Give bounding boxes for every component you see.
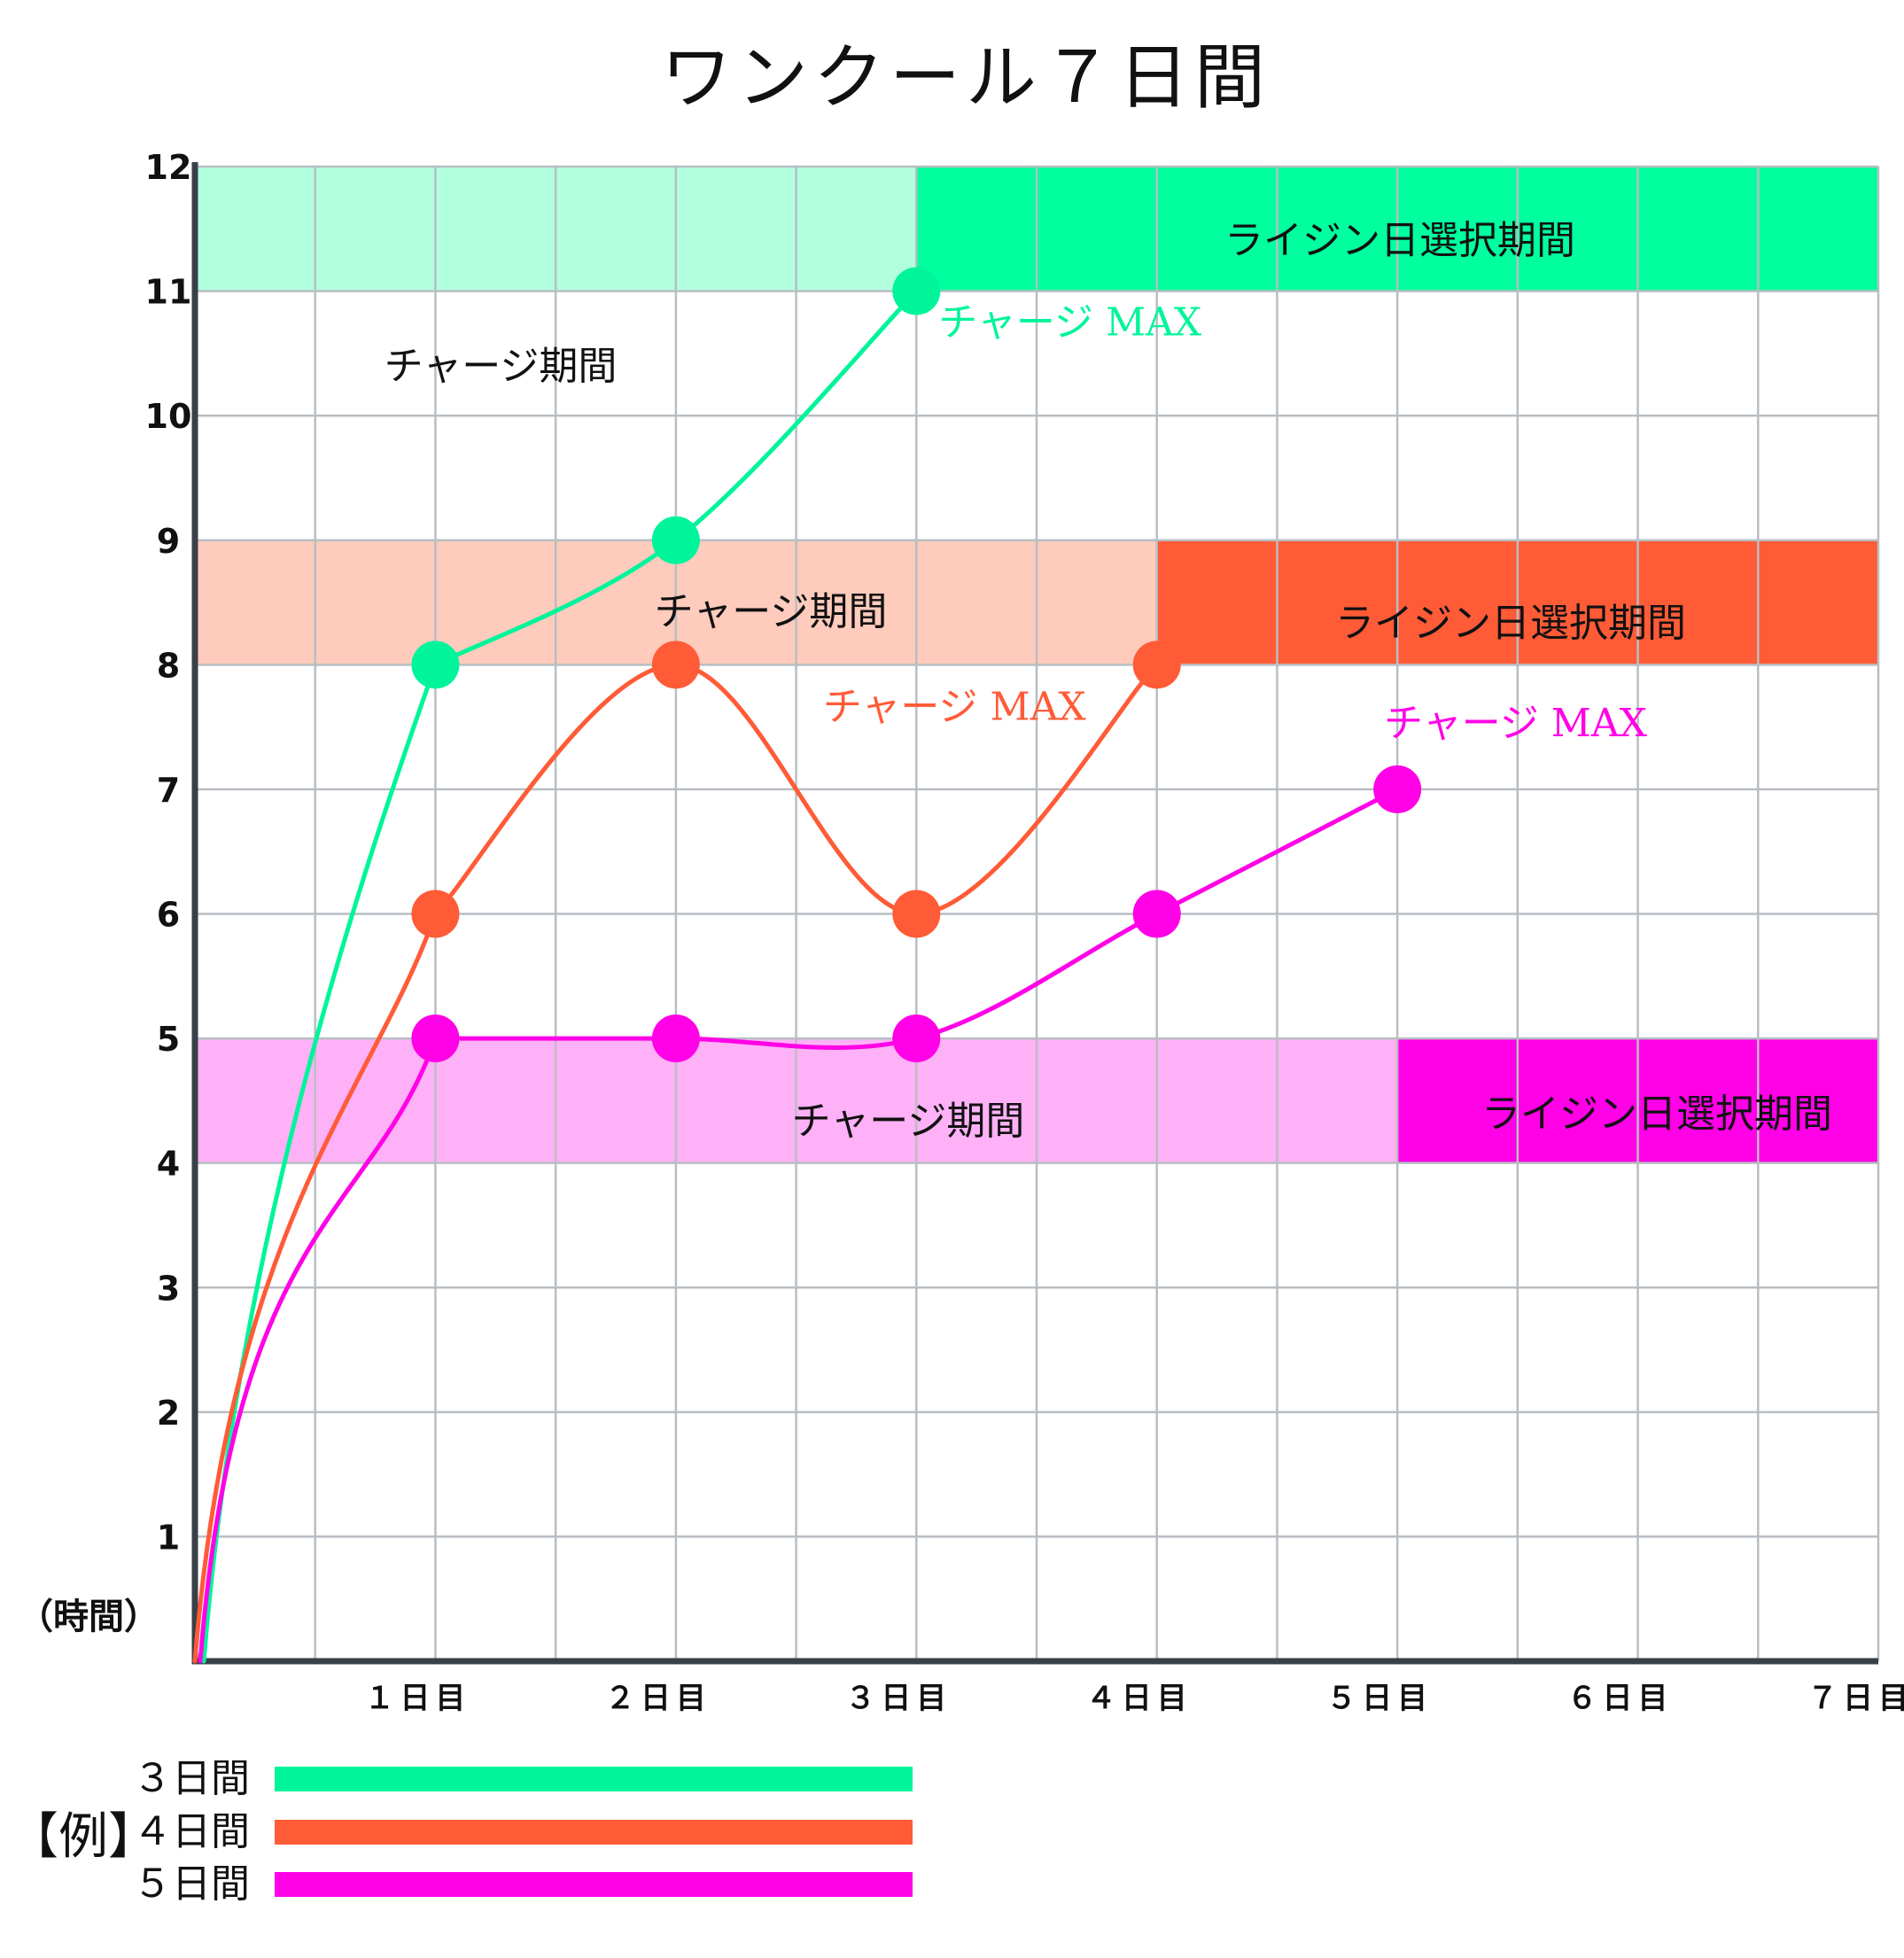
series-point [411,1014,460,1063]
series-line [432,662,1160,916]
legend-entry-label: ３日間 [133,1756,250,1801]
series-point [651,641,700,689]
charge-max-label: チャージ MAX [1384,701,1647,746]
grid-layer [195,165,1880,1661]
y-tick-label: 1 [157,1518,180,1557]
y-tick-label: 10 [145,397,192,436]
rising-period-label: ライジン日選択期間 [1335,601,1686,646]
legend-swatch [275,1820,913,1845]
y-tick-label: 7 [157,771,180,810]
series-point [651,1014,700,1063]
x-tick-label: ６日目 [1567,1681,1674,1716]
legend-entry-label: ４日間 [133,1809,250,1854]
x-tick-label: １日目 [364,1681,470,1716]
series-point [651,516,700,564]
y-tick-label: 11 [145,273,192,312]
chart-title: ワンクール７日間 [661,36,1271,119]
y-tick-label: 3 [157,1269,180,1308]
x-tick-label: ２日目 [605,1681,711,1716]
y-tick-label: 6 [157,896,180,935]
y-tick-label: 9 [157,522,180,561]
x-tick-label: ７日目 [1807,1681,1904,1716]
rising-period-label: ライジン日選択期間 [1224,218,1575,263]
x-tick-label: ５日目 [1326,1681,1433,1716]
legend-title: 【例】 [9,1808,158,1866]
series-point [892,890,941,938]
series-point [411,890,460,938]
x-tick-label: ３日目 [845,1681,952,1716]
charge-max-label: チャージ MAX [823,684,1086,729]
legend-swatch [275,1767,913,1791]
series-line-rise [198,1036,438,1664]
series-point [1373,765,1422,813]
series-point [1132,641,1181,689]
y-tick-label: 12 [145,148,192,187]
series-line-rise [192,912,438,1664]
y-tick-label: 5 [157,1020,180,1059]
legend: 【例】 ３日間 ４日間 ５日間 [9,1756,913,1907]
series-point [1132,890,1181,938]
y-tick-label: 8 [157,646,180,685]
rising-period-label: ライジン日選択期間 [1481,1092,1832,1137]
series-layer [192,267,1422,1664]
x-tick-label: ４日目 [1086,1681,1193,1716]
y-tick-label: 2 [157,1394,180,1433]
y-tick-label: 4 [157,1145,180,1184]
charge-period-label: チャージ期間 [792,1099,1025,1144]
charge-max-label: チャージ MAX [938,300,1201,346]
series-point [411,641,460,689]
series-point [892,1014,941,1063]
legend-swatch [275,1872,913,1897]
charge-period-label: チャージ期間 [385,344,618,389]
y-axis-label: （時間） [18,1597,159,1637]
legend-entry-label: ５日間 [133,1861,250,1907]
charge-period-label: チャージ期間 [655,589,888,634]
series-point [892,267,941,315]
